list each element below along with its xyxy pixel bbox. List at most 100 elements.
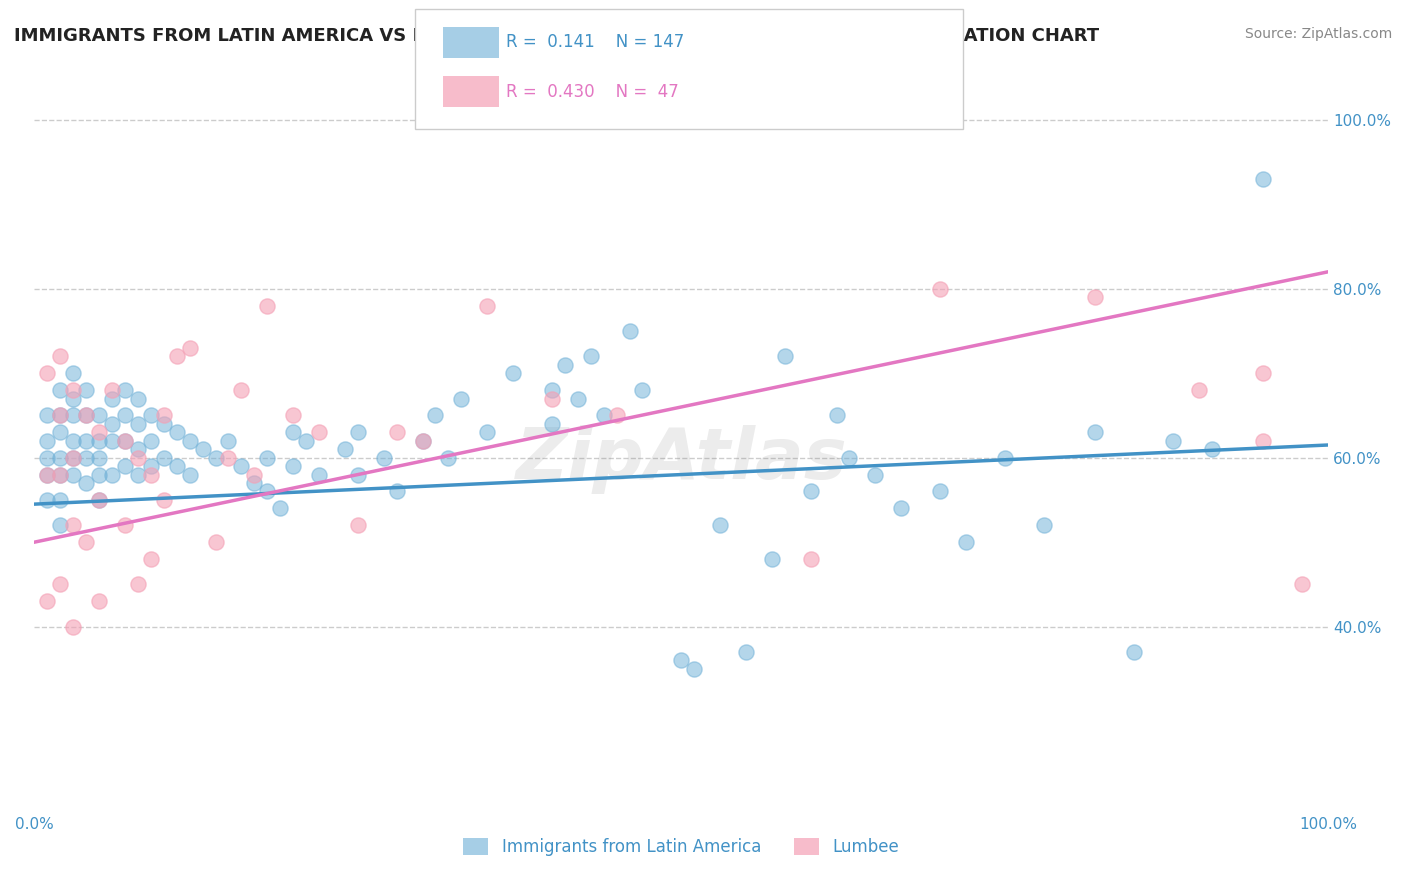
Point bbox=[114, 409, 136, 423]
Point bbox=[127, 467, 149, 482]
Point bbox=[114, 434, 136, 448]
Point bbox=[773, 349, 796, 363]
Point bbox=[281, 409, 304, 423]
Point bbox=[412, 434, 434, 448]
Point bbox=[541, 417, 564, 431]
Point bbox=[800, 484, 823, 499]
Point bbox=[373, 450, 395, 465]
Point bbox=[346, 467, 368, 482]
Point bbox=[217, 450, 239, 465]
Text: Source: ZipAtlas.com: Source: ZipAtlas.com bbox=[1244, 27, 1392, 41]
Point bbox=[243, 475, 266, 490]
Point bbox=[308, 425, 330, 440]
Point bbox=[37, 467, 59, 482]
Point bbox=[87, 492, 110, 507]
Point bbox=[929, 282, 952, 296]
Point bbox=[49, 577, 72, 591]
Point bbox=[62, 392, 84, 406]
Point bbox=[1253, 434, 1275, 448]
Point bbox=[49, 450, 72, 465]
Point bbox=[554, 358, 576, 372]
Point bbox=[127, 417, 149, 431]
Point bbox=[62, 383, 84, 397]
Point bbox=[62, 450, 84, 465]
Point bbox=[87, 492, 110, 507]
Point bbox=[152, 450, 174, 465]
Point bbox=[1291, 577, 1313, 591]
Point bbox=[62, 366, 84, 380]
Point bbox=[619, 324, 641, 338]
Point bbox=[1032, 518, 1054, 533]
Point bbox=[152, 409, 174, 423]
Point bbox=[541, 383, 564, 397]
Point bbox=[1188, 383, 1211, 397]
Point bbox=[579, 349, 602, 363]
Point bbox=[800, 552, 823, 566]
Point bbox=[1253, 366, 1275, 380]
Point bbox=[37, 434, 59, 448]
Point bbox=[139, 459, 162, 474]
Point bbox=[127, 442, 149, 457]
Point bbox=[87, 425, 110, 440]
Point bbox=[75, 409, 97, 423]
Point bbox=[37, 366, 59, 380]
Point bbox=[75, 434, 97, 448]
Point bbox=[114, 459, 136, 474]
Point bbox=[231, 383, 253, 397]
Point bbox=[49, 409, 72, 423]
Point bbox=[87, 434, 110, 448]
Text: R =  0.430    N =  47: R = 0.430 N = 47 bbox=[506, 83, 679, 101]
Point bbox=[735, 645, 758, 659]
Point bbox=[567, 392, 589, 406]
Point bbox=[425, 409, 447, 423]
Point bbox=[1253, 171, 1275, 186]
Point bbox=[139, 467, 162, 482]
Point bbox=[49, 409, 72, 423]
Point bbox=[87, 409, 110, 423]
Point bbox=[929, 484, 952, 499]
Point bbox=[955, 535, 977, 549]
Point bbox=[890, 501, 912, 516]
Point bbox=[709, 518, 731, 533]
Point bbox=[204, 450, 226, 465]
Point bbox=[75, 450, 97, 465]
Point bbox=[671, 653, 693, 667]
Point bbox=[49, 349, 72, 363]
Point bbox=[62, 450, 84, 465]
Point bbox=[49, 383, 72, 397]
Point bbox=[166, 459, 188, 474]
Point bbox=[761, 552, 783, 566]
Point bbox=[101, 383, 124, 397]
Point bbox=[1084, 425, 1107, 440]
Point bbox=[592, 409, 614, 423]
Text: ZipAtlas: ZipAtlas bbox=[516, 425, 848, 494]
Point bbox=[87, 450, 110, 465]
Point bbox=[477, 425, 499, 440]
Point bbox=[62, 467, 84, 482]
Point bbox=[179, 467, 201, 482]
Point bbox=[75, 535, 97, 549]
Point bbox=[127, 392, 149, 406]
Point bbox=[87, 467, 110, 482]
Point bbox=[1161, 434, 1184, 448]
Point bbox=[179, 341, 201, 355]
Point bbox=[269, 501, 291, 516]
Point bbox=[295, 434, 318, 448]
Point bbox=[256, 484, 278, 499]
Point bbox=[101, 417, 124, 431]
Point bbox=[101, 392, 124, 406]
Text: IMMIGRANTS FROM LATIN AMERICA VS LUMBEE 2 OR MORE VEHICLES IN HOUSEHOLD CORRELAT: IMMIGRANTS FROM LATIN AMERICA VS LUMBEE … bbox=[14, 27, 1099, 45]
Point bbox=[191, 442, 214, 457]
Point bbox=[62, 620, 84, 634]
Point bbox=[385, 484, 408, 499]
Point bbox=[49, 467, 72, 482]
Point bbox=[502, 366, 524, 380]
Point bbox=[49, 425, 72, 440]
Point bbox=[37, 409, 59, 423]
Point bbox=[114, 518, 136, 533]
Point bbox=[127, 450, 149, 465]
Point bbox=[37, 492, 59, 507]
Point bbox=[139, 409, 162, 423]
Point bbox=[437, 450, 460, 465]
Point bbox=[37, 594, 59, 608]
